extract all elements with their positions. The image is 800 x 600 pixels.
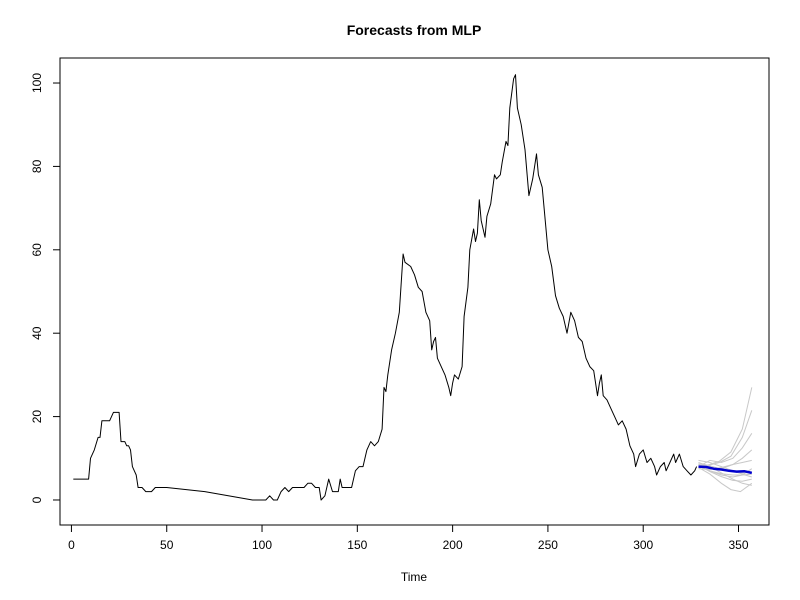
x-tick-label: 50 — [160, 538, 174, 552]
chart-title: Forecasts from MLP — [347, 22, 482, 38]
y-axis: 0 20 40 60 80 100 — [30, 73, 61, 503]
y-tick-label: 20 — [30, 410, 44, 424]
y-tick-label: 40 — [30, 326, 44, 340]
x-tick-label: 250 — [538, 538, 558, 552]
forecast-path-line — [698, 465, 752, 476]
forecast-path-line — [698, 467, 753, 493]
y-tick-label: 0 — [30, 496, 44, 503]
x-tick-label: 100 — [252, 538, 272, 552]
x-axis: 0 50 100 150 200 250 300 350 — [68, 524, 749, 552]
x-tick-label: 300 — [633, 538, 653, 552]
series-layer — [73, 74, 753, 501]
y-tick-label: 60 — [30, 243, 44, 257]
y-tick-label: 80 — [30, 159, 44, 173]
x-axis-label: Time — [401, 570, 428, 584]
forecast-path-line — [698, 387, 753, 468]
plot-frame — [59, 57, 770, 526]
observed-series-line — [73, 74, 698, 501]
forecast-path-line — [698, 433, 753, 468]
x-tick-label: 350 — [728, 538, 748, 552]
forecast-mean-line — [698, 465, 753, 475]
forecast-path-line — [698, 459, 752, 471]
forecast-path-line — [698, 462, 752, 486]
x-tick-label: 150 — [347, 538, 367, 552]
x-tick-label: 200 — [443, 538, 463, 552]
y-tick-label: 100 — [30, 73, 44, 93]
forecast-paths — [698, 387, 753, 493]
x-tick-label: 0 — [68, 538, 75, 552]
